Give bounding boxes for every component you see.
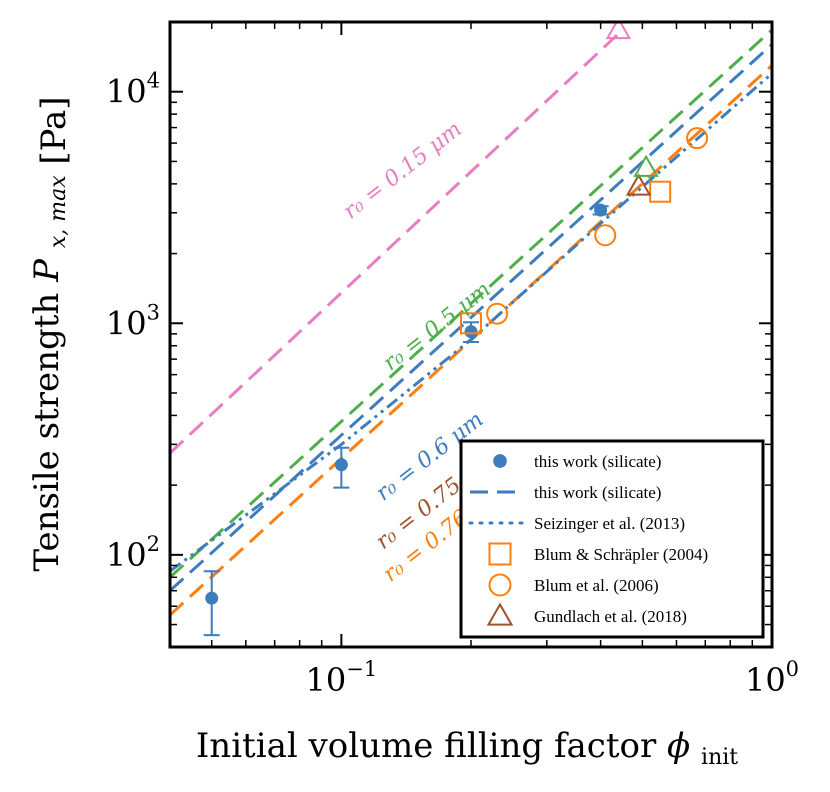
line-label: r₀ = 0.5 μm [379, 277, 496, 376]
data-point [205, 591, 219, 605]
y-tick-label: 102 [106, 532, 160, 574]
legend-label: Seizinger et al. (2013) [534, 514, 685, 533]
x-axis-title: Initial volume filling factor ϕ init [196, 726, 738, 770]
legend-label: this work (silicate) [534, 452, 661, 471]
data-point [493, 454, 507, 468]
data-point [464, 325, 478, 339]
data-point [649, 180, 672, 203]
x-tick-label: 100 [745, 657, 799, 699]
x-axis-label-text: Initial volume filling factor [196, 726, 657, 766]
legend-label: Blum & Schräpler (2004) [534, 545, 708, 564]
svg-text:Initial volume filling factor: Initial volume filling factor ϕ init [196, 726, 738, 770]
y-axis-title: Tensile strength P x, max [Pa] [27, 96, 74, 571]
data-point [486, 302, 509, 325]
x-axis-symbol: ϕ [667, 726, 690, 766]
data-point [625, 173, 652, 196]
data-point [686, 127, 709, 150]
model-line [170, 28, 624, 455]
y-axis-unit: [Pa] [34, 96, 74, 164]
y-axis-subscript: x, max [46, 175, 71, 248]
legend-box [459, 439, 765, 639]
data-point [633, 154, 659, 177]
y-tick-label: 104 [106, 69, 160, 111]
legend-label: Gundlach et al. (2018) [534, 607, 687, 626]
y-axis-symbol: P [27, 258, 67, 283]
data-point [594, 203, 608, 217]
svg-text:Tensile strength: Tensile strength P x, max [Pa] [27, 96, 74, 571]
data-point [605, 22, 632, 40]
data-point [334, 458, 348, 472]
axis-ticks: 10−1 100 102 103 104 [106, 22, 799, 699]
plot-frame [168, 20, 774, 649]
legend: this work (silicate) this work (silicate)… [459, 439, 765, 639]
data-point [488, 542, 512, 566]
model-line [170, 28, 772, 579]
data-point [486, 602, 514, 626]
y-tick-label: 103 [106, 300, 160, 342]
data-point [488, 573, 512, 597]
y-axis-label-text: Tensile strength [27, 293, 67, 572]
legend-label: Blum et al. (2006) [534, 576, 659, 595]
data-markers [203, 22, 709, 637]
data-point [460, 312, 482, 335]
model-line [170, 43, 772, 592]
legend-label: this work (silicate) [534, 483, 661, 502]
x-tick-label: 10−1 [306, 657, 378, 699]
line-label: r₀ = 0.15 μm [339, 117, 467, 225]
x-axis-subscript: init [701, 745, 738, 770]
data-point [594, 224, 617, 247]
